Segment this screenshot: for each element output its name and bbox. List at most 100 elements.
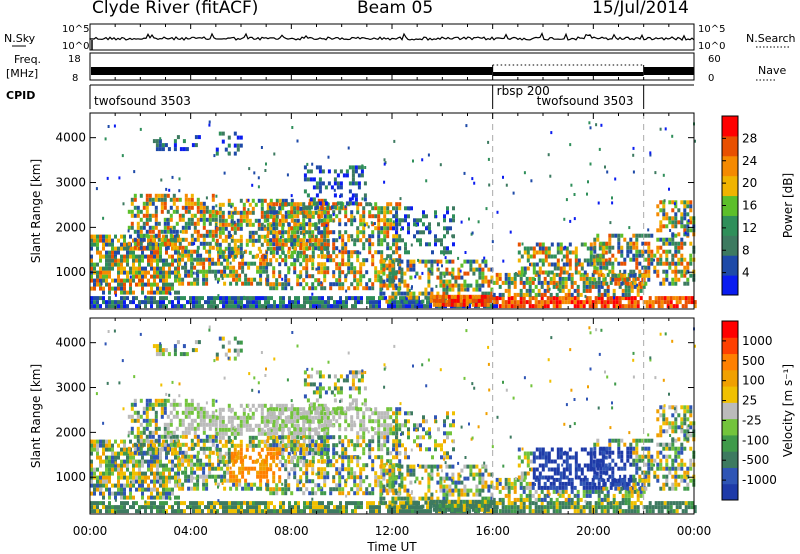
heatmap-cell [126,479,129,484]
heatmap-cell [483,256,486,260]
heatmap-cell [540,292,544,297]
heatmap-cell [202,217,206,222]
heatmap-cell [537,288,541,293]
heatmap-cell [318,181,322,186]
heatmap-cell [281,407,285,412]
heatmap-cell [633,300,637,305]
heatmap-cell [214,277,217,281]
heatmap-cell [182,139,186,144]
heatmap-cell [541,242,545,247]
heatmap-cell [266,431,270,436]
heatmap-cell [448,271,452,276]
heatmap-cell [338,222,342,227]
heatmap-cell [288,505,291,510]
heatmap-cell [148,430,152,435]
heatmap-cell [287,210,291,215]
heatmap-cell [605,262,608,266]
heatmap-cell [532,250,536,255]
heatmap-cell [117,270,120,275]
heatmap-cell [221,443,225,448]
nave-label: Nave [758,64,786,77]
noise-tick-bottom-left: 10^0 [62,41,89,52]
heatmap-cell [153,475,156,480]
heatmap-cell [356,226,360,231]
heatmap-cell [211,269,215,274]
heatmap-cell [662,204,666,209]
heatmap-cell [314,278,318,283]
heatmap-cell [308,222,312,227]
heatmap-cell [567,296,571,301]
heatmap-cell [248,415,252,420]
heatmap-cell [302,218,306,223]
heatmap-cell [99,439,102,444]
heatmap-cell [398,202,402,207]
heatmap-cell [528,284,532,289]
heatmap-cell [242,415,246,420]
heatmap-cell [255,296,258,301]
heatmap-cell [238,470,242,475]
heatmap-cell [171,459,174,464]
heatmap-cell [648,304,652,309]
heatmap-cell [257,185,260,189]
heatmap-cell [281,282,285,287]
heatmap-cell [487,140,490,144]
heatmap-cell [427,279,431,284]
heatmap-cell [290,238,294,243]
heatmap-cell [165,270,168,275]
heatmap-cell [198,296,201,301]
heatmap-cell [336,509,339,514]
heatmap-cell [299,210,303,215]
heatmap-cell [611,201,614,205]
heatmap-cell [96,278,99,283]
heatmap-cell [507,272,511,277]
heatmap-cell [114,505,117,510]
heatmap-cell [591,262,594,265]
heatmap-cell [163,237,167,242]
heatmap-cell [93,483,96,488]
heatmap-cell [318,300,321,305]
heatmap-cell [505,183,508,187]
heatmap-cell [90,300,93,305]
heatmap-cell [410,286,413,290]
heatmap-cell [216,304,219,309]
heatmap-cell [99,286,102,291]
heatmap-cell [132,495,135,500]
heatmap-cell [223,171,226,175]
heatmap-cell [153,242,156,247]
heatmap-cell [442,279,446,284]
heatmap-cell [199,205,203,210]
heatmap-cell [129,250,132,255]
heatmap-cell [677,269,681,274]
heatmap-cell [99,491,102,496]
heatmap-cell [218,230,222,235]
heatmap-cell [136,414,140,419]
heatmap-cell [287,483,291,488]
heatmap-cell [224,439,228,444]
heatmap-cell [613,296,615,300]
heatmap-cell [411,509,414,514]
heatmap-cell [338,206,342,211]
heatmap-cell [241,474,245,479]
heatmap-cell [287,226,291,231]
heatmap-cell [225,509,228,514]
heatmap-cell [145,209,149,214]
heatmap-cell [465,294,469,299]
heatmap-cell [202,205,206,210]
heatmap-cell [229,234,232,237]
heatmap-cell [386,278,390,283]
heatmap-cell [294,505,297,510]
heatmap-cell [317,218,321,223]
heatmap-cell [202,430,206,435]
heatmap-cell [269,238,273,243]
heatmap-cell [260,439,264,444]
heatmap-cell [160,237,164,242]
heatmap-cell [680,245,684,250]
heatmap-cell [594,284,598,289]
heatmap-cell [221,407,225,412]
heatmap-cell [629,257,633,262]
heatmap-cell [183,296,186,301]
heatmap-cell [418,259,422,264]
heatmap-cell [440,238,443,243]
heatmap-cell [281,218,285,223]
heatmap-cell [205,277,209,282]
